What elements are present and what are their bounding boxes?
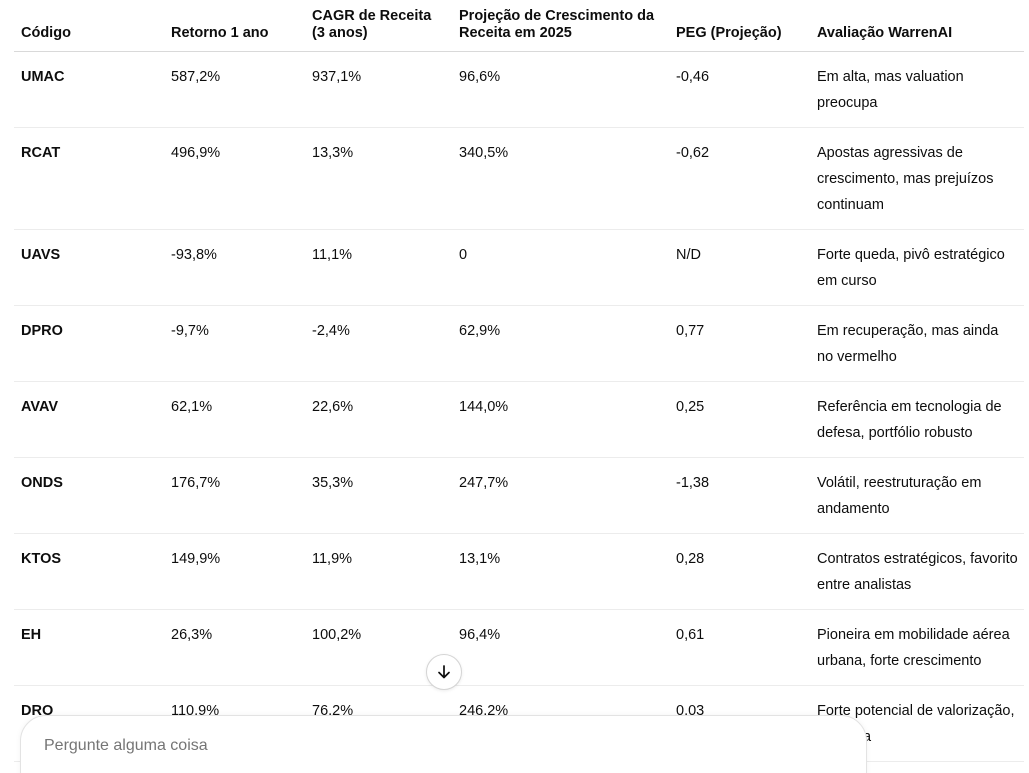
ticker-cell: ONDS [14, 457, 164, 534]
projection-cell: 247,7% [452, 457, 669, 534]
header-evaluation: Avaliação WarrenAI [810, 0, 1024, 52]
ticker-cell: DPRO [14, 305, 164, 382]
evaluation-cell: Referência em tecnologia de defesa, port… [810, 381, 1024, 458]
return-cell: 26,3% [164, 609, 305, 686]
table-row: AVAV 62,1% 22,6% 144,0% 0,25 Referência … [14, 381, 1024, 458]
table-row: UMAC 587,2% 937,1% 96,6% -0,46 Em alta, … [14, 51, 1024, 128]
header-return-1y: Retorno 1 ano [164, 0, 305, 52]
return-cell: 149,9% [164, 533, 305, 610]
cagr-cell: 22,6% [305, 381, 452, 458]
evaluation-cell: Forte queda, pivô estratégico em curso [810, 229, 1024, 306]
evaluation-cell: Volátil, reestruturação em andamento [810, 457, 1024, 534]
table-row: DPRO -9,7% -2,4% 62,9% 0,77 Em recuperaç… [14, 305, 1024, 382]
peg-cell: 0,77 [669, 305, 810, 382]
return-cell: -9,7% [164, 305, 305, 382]
ticker-cell: UAVS [14, 229, 164, 306]
scroll-to-bottom-button[interactable] [426, 654, 462, 690]
header-ticker: Código [14, 0, 164, 52]
evaluation-cell: Contratos estratégicos, favorito entre a… [810, 533, 1024, 610]
header-revenue-projection: Projeção de Crescimento da Receita em 20… [452, 0, 669, 52]
projection-cell: 13,1% [452, 533, 669, 610]
return-cell: 176,7% [164, 457, 305, 534]
table-body: UMAC 587,2% 937,1% 96,6% -0,46 Em alta, … [14, 51, 1024, 762]
peg-cell: -1,38 [669, 457, 810, 534]
header-peg: PEG (Projeção) [669, 0, 810, 52]
projection-cell: 0 [452, 229, 669, 306]
ticker-cell: RCAT [14, 127, 164, 230]
cagr-cell: 11,1% [305, 229, 452, 306]
return-cell: 587,2% [164, 51, 305, 128]
prompt-input[interactable] [44, 737, 824, 755]
peg-cell: -0,46 [669, 51, 810, 128]
table-row: UAVS -93,8% 11,1% 0 N/D Forte queda, piv… [14, 229, 1024, 306]
header-row: Código Retorno 1 ano CAGR de Receita (3 … [14, 0, 1024, 52]
evaluation-cell: Em alta, mas valuation preocupa [810, 51, 1024, 128]
peg-cell: 0,25 [669, 381, 810, 458]
comparison-table: Código Retorno 1 ano CAGR de Receita (3 … [14, 0, 1024, 762]
ticker-cell: UMAC [14, 51, 164, 128]
cagr-cell: 13,3% [305, 127, 452, 230]
evaluation-cell: Apostas agressivas de crescimento, mas p… [810, 127, 1024, 230]
projection-cell: 340,5% [452, 127, 669, 230]
ticker-cell: AVAV [14, 381, 164, 458]
ticker-cell: EH [14, 609, 164, 686]
table-row: EH 26,3% 100,2% 96,4% 0,61 Pioneira em m… [14, 609, 1024, 686]
evaluation-cell: Pioneira em mobilidade aérea urbana, for… [810, 609, 1024, 686]
projection-cell: 96,6% [452, 51, 669, 128]
return-cell: -93,8% [164, 229, 305, 306]
message-composer [20, 715, 867, 773]
cagr-cell: 35,3% [305, 457, 452, 534]
table-row: KTOS 149,9% 11,9% 13,1% 0,28 Contratos e… [14, 533, 1024, 610]
ticker-cell: KTOS [14, 533, 164, 610]
projection-cell: 96,4% [452, 609, 669, 686]
arrow-down-icon [438, 665, 450, 679]
table-header: Código Retorno 1 ano CAGR de Receita (3 … [14, 0, 1024, 52]
peg-cell: 0,61 [669, 609, 810, 686]
peg-cell: -0,62 [669, 127, 810, 230]
cagr-cell: -2,4% [305, 305, 452, 382]
table-row: ONDS 176,7% 35,3% 247,7% -1,38 Volátil, … [14, 457, 1024, 534]
return-cell: 62,1% [164, 381, 305, 458]
evaluation-cell: Em recuperação, mas ainda no vermelho [810, 305, 1024, 382]
projection-cell: 62,9% [452, 305, 669, 382]
cagr-cell: 11,9% [305, 533, 452, 610]
table-row: RCAT 496,9% 13,3% 340,5% -0,62 Apostas a… [14, 127, 1024, 230]
return-cell: 496,9% [164, 127, 305, 230]
projection-cell: 144,0% [452, 381, 669, 458]
peg-cell: 0,28 [669, 533, 810, 610]
header-revenue-cagr: CAGR de Receita (3 anos) [305, 0, 452, 52]
cagr-cell: 937,1% [305, 51, 452, 128]
peg-cell: N/D [669, 229, 810, 306]
